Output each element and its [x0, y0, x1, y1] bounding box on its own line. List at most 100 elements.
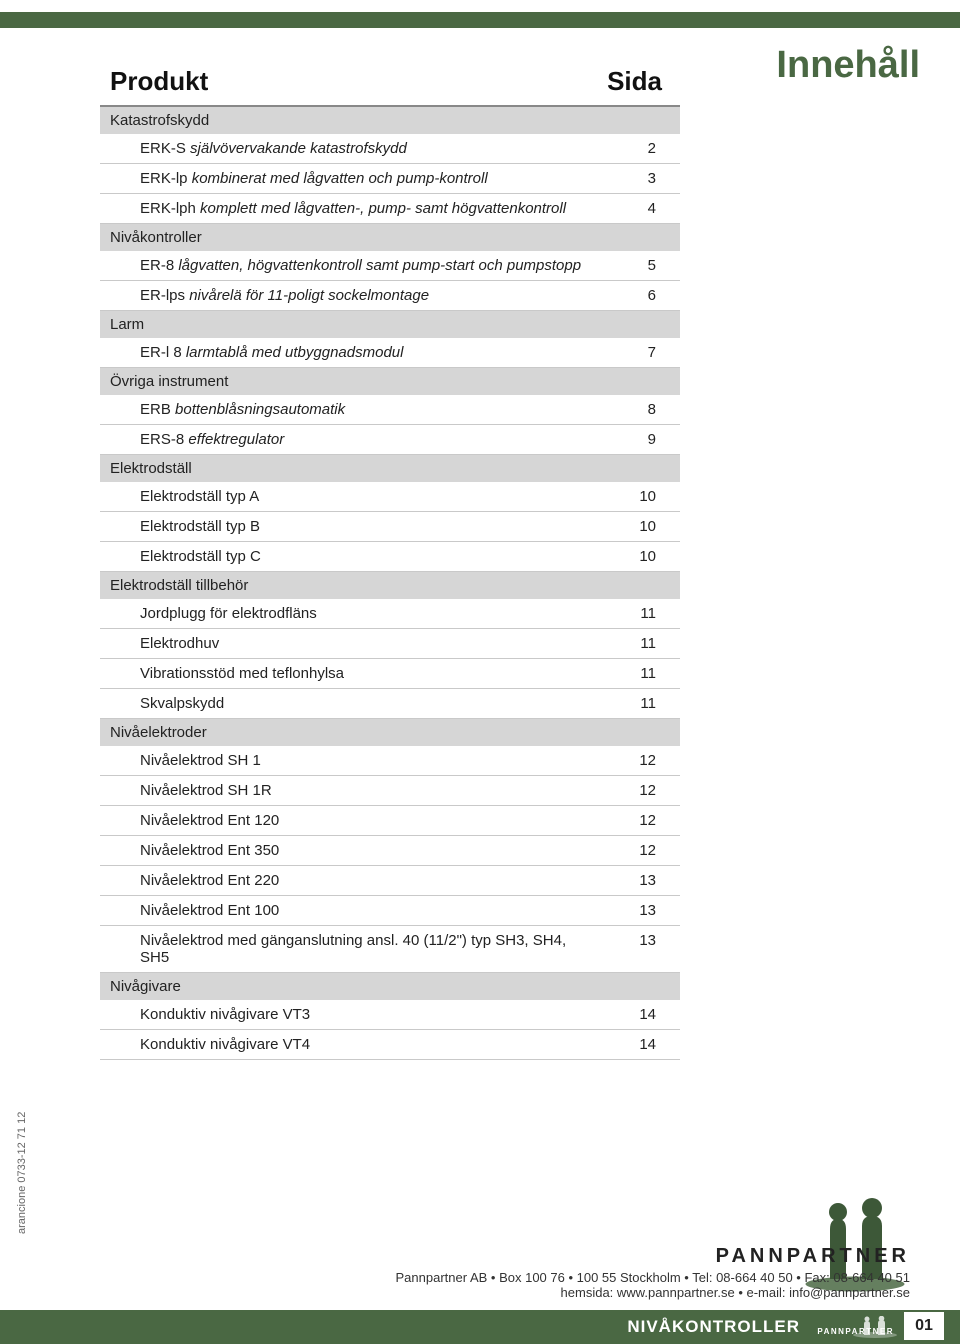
footer-company: PANNPARTNER Pannpartner AB • Box 100 76 … — [0, 1245, 960, 1300]
table-row[interactable]: Nivåelektrod Ent 22013 — [100, 866, 680, 896]
item-label: Konduktiv nivågivare VT4 — [100, 1030, 597, 1060]
section-header: Katastrofskydd — [100, 106, 680, 134]
item-page: 12 — [597, 776, 680, 806]
small-silhouette-icon — [850, 1316, 900, 1338]
top-bar — [0, 12, 960, 28]
item-label: Elektrodställ typ B — [100, 512, 597, 542]
section-title: Nivågivare — [100, 973, 680, 1001]
table-row[interactable]: Konduktiv nivågivare VT414 — [100, 1030, 680, 1060]
item-page: 11 — [597, 599, 680, 629]
item-label: Elektrodställ typ C — [100, 542, 597, 572]
table-row[interactable]: Nivåelektrod SH 1R12 — [100, 776, 680, 806]
brand-name: PANNPARTNER — [0, 1245, 910, 1268]
footer-line2: hemsida: www.pannpartner.se • e-mail: in… — [561, 1285, 910, 1300]
item-label: Nivåelektrod Ent 220 — [100, 866, 597, 896]
table-row[interactable]: Nivåelektrod med gänganslutning ansl. 40… — [100, 926, 680, 973]
table-row[interactable]: ER-l 8 larmtablå med utbyggnadsmodul7 — [100, 338, 680, 368]
table-row[interactable]: Nivåelektrod Ent 10013 — [100, 896, 680, 926]
item-label: Vibrationsstöd med teflonhylsa — [100, 659, 597, 689]
item-label: Nivåelektrod Ent 100 — [100, 896, 597, 926]
table-row[interactable]: Elektrodställ typ B10 — [100, 512, 680, 542]
item-page: 3 — [597, 164, 680, 194]
section-header: Övriga instrument — [100, 368, 680, 396]
item-page: 11 — [597, 659, 680, 689]
section-title: Övriga instrument — [100, 368, 680, 396]
item-page: 6 — [597, 281, 680, 311]
footer-section-label: NIVÅKONTROLLER — [627, 1317, 800, 1337]
table-row[interactable]: ERK-lph komplett med lågvatten-, pump- s… — [100, 194, 680, 224]
section-title: Nivåelektroder — [100, 719, 680, 747]
item-label: Nivåelektrod SH 1 — [100, 746, 597, 776]
section-title: Elektrodställ — [100, 455, 680, 483]
table-row[interactable]: ERB bottenblåsningsautomatik8 — [100, 395, 680, 425]
page-number: 01 — [904, 1312, 944, 1340]
table-row[interactable]: Skvalpskydd11 — [100, 689, 680, 719]
section-header: Nivåkontroller — [100, 224, 680, 252]
section-header: Larm — [100, 311, 680, 339]
table-row[interactable]: Nivåelektrod Ent 12012 — [100, 806, 680, 836]
item-page: 2 — [597, 134, 680, 164]
item-page: 12 — [597, 836, 680, 866]
item-label: Elektrodhuv — [100, 629, 597, 659]
item-page: 14 — [597, 1000, 680, 1030]
item-page: 13 — [597, 866, 680, 896]
table-row[interactable]: ERK-lp kombinerat med lågvatten och pump… — [100, 164, 680, 194]
table-row[interactable]: Vibrationsstöd med teflonhylsa11 — [100, 659, 680, 689]
item-page: 7 — [597, 338, 680, 368]
item-label: Konduktiv nivågivare VT3 — [100, 1000, 597, 1030]
table-row[interactable]: ERK-S självövervakande katastrofskydd2 — [100, 134, 680, 164]
item-label: ERK-S självövervakande katastrofskydd — [100, 134, 597, 164]
section-title: Larm — [100, 311, 680, 339]
footer-bar: NIVÅKONTROLLER PANNPARTNER 01 — [0, 1310, 960, 1344]
item-page: 9 — [597, 425, 680, 455]
table-row[interactable]: Konduktiv nivågivare VT314 — [100, 1000, 680, 1030]
item-page: 8 — [597, 395, 680, 425]
table-row[interactable]: Elektrodhuv11 — [100, 629, 680, 659]
item-label: ER-l 8 larmtablå med utbyggnadsmodul — [100, 338, 597, 368]
section-header: Nivåelektroder — [100, 719, 680, 747]
section-title: Nivåkontroller — [100, 224, 680, 252]
table-row[interactable]: ERS-8 effektregulator9 — [100, 425, 680, 455]
footer-line1: Pannpartner AB • Box 100 76 • 100 55 Sto… — [396, 1270, 910, 1285]
header-page: Sida — [597, 60, 680, 106]
side-credit: arancione 0733-12 71 12 — [16, 1112, 28, 1234]
item-label: ER-8 lågvatten, högvattenkontroll samt p… — [100, 251, 597, 281]
table-row[interactable]: Nivåelektrod Ent 35012 — [100, 836, 680, 866]
item-label: Nivåelektrod med gänganslutning ansl. 40… — [100, 926, 597, 973]
item-label: Skvalpskydd — [100, 689, 597, 719]
table-row[interactable]: Jordplugg för elektrodfläns11 — [100, 599, 680, 629]
toc-content: Produkt Sida KatastrofskyddERK-S självöv… — [100, 60, 860, 1060]
item-label: Jordplugg för elektrodfläns — [100, 599, 597, 629]
section-title: Katastrofskydd — [100, 106, 680, 134]
item-label: Nivåelektrod SH 1R — [100, 776, 597, 806]
section-header: Elektrodställ — [100, 455, 680, 483]
section-header: Elektrodställ tillbehör — [100, 572, 680, 600]
item-label: Elektrodställ typ A — [100, 482, 597, 512]
table-row[interactable]: Elektrodställ typ C10 — [100, 542, 680, 572]
item-label: ERK-lph komplett med lågvatten-, pump- s… — [100, 194, 597, 224]
item-page: 5 — [597, 251, 680, 281]
table-row[interactable]: Elektrodställ typ A10 — [100, 482, 680, 512]
section-header: Nivågivare — [100, 973, 680, 1001]
item-label: ERK-lp kombinerat med lågvatten och pump… — [100, 164, 597, 194]
item-page: 4 — [597, 194, 680, 224]
item-label: Nivåelektrod Ent 120 — [100, 806, 597, 836]
item-page: 12 — [597, 806, 680, 836]
item-label: ER-lps nivårelä för 11-poligt sockelmont… — [100, 281, 597, 311]
table-row[interactable]: Nivåelektrod SH 112 — [100, 746, 680, 776]
item-page: 11 — [597, 689, 680, 719]
item-page: 10 — [597, 542, 680, 572]
item-page: 11 — [597, 629, 680, 659]
item-label: Nivåelektrod Ent 350 — [100, 836, 597, 866]
table-row[interactable]: ER-8 lågvatten, högvattenkontroll samt p… — [100, 251, 680, 281]
item-label: ERB bottenblåsningsautomatik — [100, 395, 597, 425]
toc-table: Produkt Sida KatastrofskyddERK-S självöv… — [100, 60, 680, 1060]
item-page: 10 — [597, 512, 680, 542]
footer: PANNPARTNER Pannpartner AB • Box 100 76 … — [0, 1245, 960, 1344]
header-product: Produkt — [100, 60, 597, 106]
item-page: 13 — [597, 926, 680, 973]
item-label: ERS-8 effektregulator — [100, 425, 597, 455]
item-page: 14 — [597, 1030, 680, 1060]
section-title: Elektrodställ tillbehör — [100, 572, 680, 600]
table-row[interactable]: ER-lps nivårelä för 11-poligt sockelmont… — [100, 281, 680, 311]
